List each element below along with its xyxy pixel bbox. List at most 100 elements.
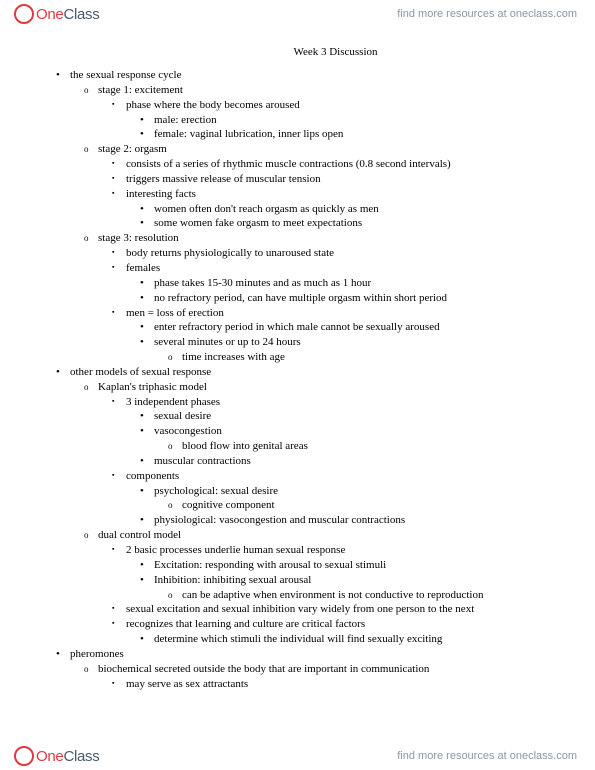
list-item: several minutes or up to 24 hours time i…: [126, 335, 555, 365]
text: Excitation: responding with arousal to s…: [154, 559, 386, 571]
list-item: physiological: vasocongestion and muscul…: [126, 513, 555, 528]
text: consists of a series of rhythmic muscle …: [126, 158, 451, 170]
list-item: male: erection: [126, 113, 555, 128]
list-item: triggers massive release of muscular ten…: [98, 172, 555, 187]
list-item: psychological: sexual desire cognitive c…: [126, 484, 555, 514]
list-item: can be adaptive when environment is not …: [154, 588, 555, 603]
list-item: interesting facts women often don't reac…: [98, 187, 555, 232]
text: 2 basic processes underlie human sexual …: [126, 544, 345, 556]
brand-class: Class: [63, 6, 99, 23]
list-item: biochemical secreted outside the body th…: [70, 662, 555, 692]
list-item: body returns physiologically to unarouse…: [98, 246, 555, 261]
page-title: Week 3 Discussion: [116, 46, 555, 58]
list-item: stage 1: excitement phase where the body…: [70, 83, 555, 142]
text: determine which stimuli the individual w…: [154, 633, 442, 645]
text: stage 3: resolution: [98, 232, 179, 244]
list-item: phase takes 15-30 minutes and as much as…: [126, 276, 555, 291]
list-item: may serve as sex attractants: [98, 677, 555, 692]
text: may serve as sex attractants: [126, 678, 248, 690]
list-item: sexual desire: [126, 409, 555, 424]
text: cognitive component: [182, 499, 275, 511]
text: pheromones: [70, 648, 124, 660]
text: body returns physiologically to unarouse…: [126, 247, 334, 259]
text: 3 independent phases: [126, 396, 220, 408]
brand-class: Class: [63, 748, 99, 765]
text: time increases with age: [182, 351, 285, 363]
brand-icon: [14, 4, 34, 24]
text: physiological: vasocongestion and muscul…: [154, 514, 405, 526]
brand-icon: [14, 746, 34, 766]
text: sexual desire: [154, 410, 211, 422]
brand-text: OneClass: [36, 748, 99, 765]
list-item: consists of a series of rhythmic muscle …: [98, 157, 555, 172]
text: blood flow into genital areas: [182, 440, 308, 452]
list-item: blood flow into genital areas: [154, 439, 555, 454]
list-item: dual control model 2 basic processes und…: [70, 528, 555, 647]
text: phase where the body becomes aroused: [126, 99, 300, 111]
text: enter refractory period in which male ca…: [154, 321, 440, 333]
text: can be adaptive when environment is not …: [182, 589, 484, 601]
list-item: determine which stimuli the individual w…: [126, 632, 555, 647]
list-item: some women fake orgasm to meet expectati…: [126, 216, 555, 231]
brand-logo[interactable]: OneClass: [14, 4, 99, 24]
list-item: 2 basic processes underlie human sexual …: [98, 543, 555, 602]
text: female: vaginal lubrication, inner lips …: [154, 128, 343, 140]
text: triggers massive release of muscular ten…: [126, 173, 321, 185]
brand-one: One: [36, 748, 63, 765]
list-item: men = loss of erection enter refractory …: [98, 306, 555, 365]
text: some women fake orgasm to meet expectati…: [154, 217, 362, 229]
list-item: other models of sexual response Kaplan's…: [56, 365, 555, 647]
text: other models of sexual response: [70, 366, 211, 378]
list-item: vasocongestion blood flow into genital a…: [126, 424, 555, 454]
text: recognizes that learning and culture are…: [126, 618, 365, 630]
list-item: phase where the body becomes aroused mal…: [98, 98, 555, 143]
text: vasocongestion: [154, 425, 222, 437]
text: dual control model: [98, 529, 181, 541]
brand-text: OneClass: [36, 6, 99, 23]
text: Kaplan's triphasic model: [98, 381, 207, 393]
list-item: enter refractory period in which male ca…: [126, 320, 555, 335]
list-item: female: vaginal lubrication, inner lips …: [126, 127, 555, 142]
text: muscular contractions: [154, 455, 251, 467]
list-item: Inhibition: inhibiting sexual arousal ca…: [126, 573, 555, 603]
list-item: cognitive component: [154, 498, 555, 513]
list-item: sexual excitation and sexual inhibition …: [98, 602, 555, 617]
outline-root: the sexual response cycle stage 1: excit…: [56, 68, 555, 691]
list-item: recognizes that learning and culture are…: [98, 617, 555, 647]
list-item: women often don't reach orgasm as quickl…: [126, 202, 555, 217]
header-promo-link[interactable]: find more resources at oneclass.com: [397, 8, 577, 20]
list-item: 3 independent phases sexual desire vasoc…: [98, 395, 555, 469]
text: biochemical secreted outside the body th…: [98, 663, 429, 675]
footer-bar: OneClass find more resources at oneclass…: [0, 742, 595, 770]
list-item: Kaplan's triphasic model 3 independent p…: [70, 380, 555, 528]
list-item: females phase takes 15-30 minutes and as…: [98, 261, 555, 306]
footer-promo-link[interactable]: find more resources at oneclass.com: [397, 750, 577, 762]
list-item: no refractory period, can have multiple …: [126, 291, 555, 306]
list-item: pheromones biochemical secreted outside …: [56, 647, 555, 692]
text: male: erection: [154, 114, 217, 126]
text: no refractory period, can have multiple …: [154, 292, 447, 304]
list-item: the sexual response cycle stage 1: excit…: [56, 68, 555, 365]
text: females: [126, 262, 160, 274]
list-item: stage 3: resolution body returns physiol…: [70, 231, 555, 365]
brand-logo-footer[interactable]: OneClass: [14, 746, 99, 766]
list-item: Excitation: responding with arousal to s…: [126, 558, 555, 573]
text: components: [126, 470, 179, 482]
list-item: time increases with age: [154, 350, 555, 365]
text: psychological: sexual desire: [154, 485, 278, 497]
document-body: Week 3 Discussion the sexual response cy…: [56, 46, 555, 691]
list-item: components psychological: sexual desire …: [98, 469, 555, 528]
brand-one: One: [36, 6, 63, 23]
text: stage 1: excitement: [98, 84, 183, 96]
text: phase takes 15-30 minutes and as much as…: [154, 277, 371, 289]
text: several minutes or up to 24 hours: [154, 336, 301, 348]
text: stage 2: orgasm: [98, 143, 167, 155]
text: the sexual response cycle: [70, 69, 181, 81]
text: Inhibition: inhibiting sexual arousal: [154, 574, 311, 586]
text: interesting facts: [126, 188, 196, 200]
header-bar: OneClass find more resources at oneclass…: [0, 0, 595, 28]
text: men = loss of erection: [126, 307, 224, 319]
list-item: muscular contractions: [126, 454, 555, 469]
text: sexual excitation and sexual inhibition …: [126, 603, 474, 615]
text: women often don't reach orgasm as quickl…: [154, 203, 379, 215]
